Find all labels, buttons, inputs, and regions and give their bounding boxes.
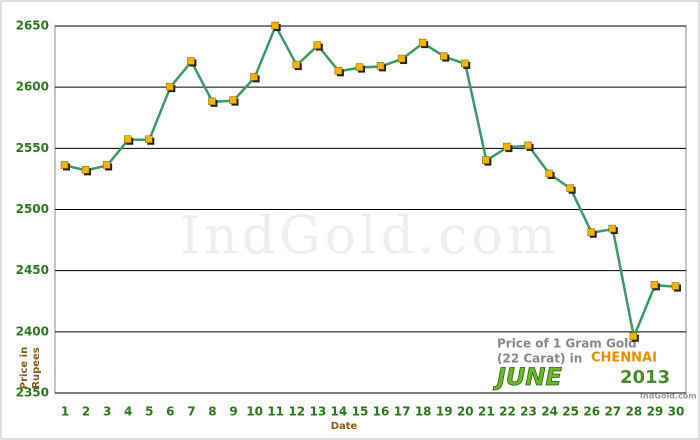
point-marker: [102, 161, 111, 169]
point-marker: [60, 161, 69, 169]
point-marker: [250, 73, 258, 81]
x-tick-label: 30: [668, 405, 685, 419]
x-tick-label: 3: [103, 405, 111, 419]
x-tick-label: 5: [145, 405, 153, 419]
x-tick-label: 29: [647, 405, 664, 419]
point-marker: [503, 142, 511, 151]
point-marker: [292, 60, 301, 69]
y-tick-label: 2600: [16, 80, 49, 94]
point-marker: [461, 59, 469, 68]
y-tick-label: 2350: [16, 386, 49, 400]
point-marker: [587, 228, 595, 236]
y-tick-label: 2450: [16, 263, 49, 277]
x-tick-label: 19: [436, 405, 453, 419]
x-axis-label: Date: [331, 421, 358, 432]
y-tick-label: 2500: [16, 202, 49, 216]
x-tick-label: 21: [478, 405, 495, 419]
point-marker: [313, 41, 322, 49]
point-marker: [376, 62, 385, 70]
point-marker: [439, 52, 448, 60]
point-marker: [166, 82, 174, 91]
inset-line: (22 Carat) in: [497, 352, 582, 366]
point-marker: [608, 224, 617, 233]
point-marker: [355, 63, 364, 71]
point-marker: [545, 169, 553, 178]
point-marker: [81, 166, 90, 174]
x-tick-label: 15: [352, 405, 369, 419]
point-marker: [208, 97, 216, 106]
inset-source: IndGold.com: [640, 392, 697, 401]
point-marker: [671, 282, 680, 290]
y-label-line: Price in: [19, 347, 30, 389]
x-tick-label: 10: [246, 405, 263, 419]
x-tick-label: 16: [373, 405, 390, 419]
x-tick-label: 25: [562, 405, 579, 419]
point-marker: [187, 57, 195, 65]
point-marker: [650, 281, 659, 289]
x-tick-label: 20: [457, 405, 474, 419]
y-tick-label: 2400: [16, 324, 49, 338]
x-tick-label: 18: [415, 405, 432, 419]
point-marker: [123, 135, 132, 144]
x-tick-label: 27: [604, 405, 621, 419]
watermark: IndGold.com: [180, 207, 560, 267]
inset: Price of 1 Gram Gold (22 Carat) in CHENN…: [493, 337, 697, 401]
point-marker: [629, 332, 638, 340]
series-line: [64, 23, 677, 342]
x-tick-label: 12: [288, 405, 305, 419]
y-tick-label: 2550: [16, 141, 49, 155]
x-tick-label: 14: [331, 405, 348, 419]
x-tick-label: 9: [229, 405, 237, 419]
y-axis-label: Price in Rupees: [19, 347, 42, 389]
point-marker: [524, 141, 532, 150]
x-tick-label: 22: [499, 405, 516, 419]
point-marker: [271, 21, 279, 30]
point-marker: [397, 54, 406, 63]
inset-year: 2013: [620, 367, 670, 388]
point-marker: [145, 135, 153, 144]
x-tick-label: 13: [309, 405, 326, 419]
x-tick-label: 8: [208, 405, 216, 419]
x-tick-label: 6: [166, 405, 174, 419]
x-tick-label: 11: [267, 405, 284, 419]
x-tick-label: 2: [82, 405, 90, 419]
x-tick-label: 26: [583, 405, 600, 419]
point-marker: [566, 184, 574, 192]
point-marker: [334, 67, 343, 75]
inset-line: Price of 1 Gram Gold: [497, 337, 637, 351]
inset-month: JUNE: [493, 363, 563, 391]
point-marker: [482, 156, 490, 164]
x-tick-label: 7: [187, 405, 195, 419]
x-tick-label: 24: [541, 405, 558, 419]
x-tick-label: 4: [124, 405, 132, 419]
inset-city: CHENNAI: [591, 351, 657, 366]
x-tick-label: 1: [61, 405, 69, 419]
point-marker: [229, 96, 237, 104]
x-tick-label: 28: [626, 405, 643, 419]
x-tick-label: 23: [520, 405, 537, 419]
x-tick-label: 17: [394, 405, 411, 419]
point-marker: [418, 38, 427, 47]
y-label-line: Rupees: [31, 347, 42, 389]
y-tick-label: 2650: [16, 19, 49, 33]
